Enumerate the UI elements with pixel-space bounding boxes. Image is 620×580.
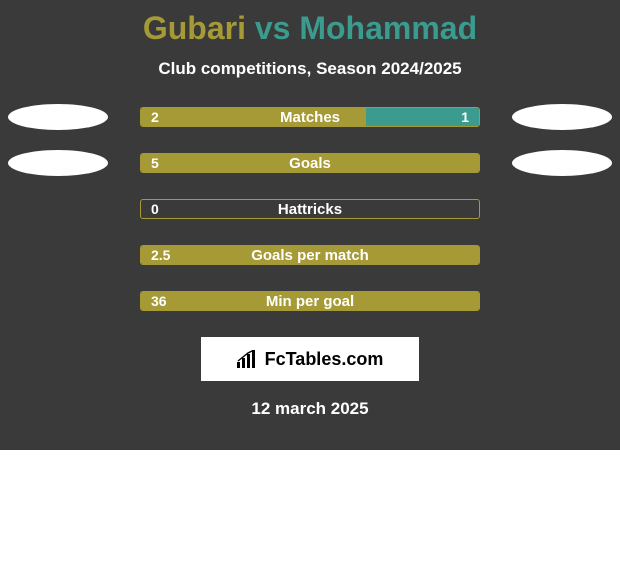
stat-right-value: 1 — [461, 108, 469, 126]
blank-area — [0, 450, 620, 580]
stat-row: Min per goal36 — [0, 291, 620, 311]
stat-row: Goals per match2.5 — [0, 245, 620, 265]
logo-text: FcTables.com — [265, 349, 384, 370]
left-player-ellipse — [8, 104, 108, 130]
date: 12 march 2025 — [0, 399, 620, 419]
stat-left-value: 2.5 — [151, 246, 170, 264]
stat-left-value: 36 — [151, 292, 167, 310]
left-player-ellipse — [8, 150, 108, 176]
stat-bar: Min per goal36 — [140, 291, 480, 311]
stat-bar: Goals5 — [140, 153, 480, 173]
logo: FcTables.com — [237, 349, 384, 370]
stat-left-value: 2 — [151, 108, 159, 126]
stat-label: Goals — [141, 154, 479, 172]
title-left-player: Gubari — [143, 10, 246, 46]
right-player-ellipse — [512, 150, 612, 176]
stat-row: Hattricks0 — [0, 199, 620, 219]
stat-label: Hattricks — [141, 200, 479, 218]
stat-bar: Hattricks0 — [140, 199, 480, 219]
stat-rows: Matches2 1 Goals5 Hattricks0 Goals per match… — [0, 107, 620, 311]
stat-row: Goals5 — [0, 153, 620, 173]
chart-icon — [237, 350, 259, 368]
title-right-player: Mohammad — [299, 10, 477, 46]
stat-row: Matches2 1 — [0, 107, 620, 127]
subtitle: Club competitions, Season 2024/2025 — [0, 59, 620, 79]
stat-left-value: 5 — [151, 154, 159, 172]
stat-bar: Matches2 1 — [140, 107, 480, 127]
logo-box: FcTables.com — [201, 337, 419, 381]
comparison-card: Gubari vs Mohammad Club competitions, Se… — [0, 0, 620, 450]
stat-label: Goals per match — [141, 246, 479, 264]
comparison-title: Gubari vs Mohammad — [0, 10, 620, 47]
title-vs: vs — [246, 10, 299, 46]
stat-left-value: 0 — [151, 200, 159, 218]
stat-label: Matches — [141, 108, 479, 126]
stat-bar: Goals per match2.5 — [140, 245, 480, 265]
right-player-ellipse — [512, 104, 612, 130]
stat-label: Min per goal — [141, 292, 479, 310]
